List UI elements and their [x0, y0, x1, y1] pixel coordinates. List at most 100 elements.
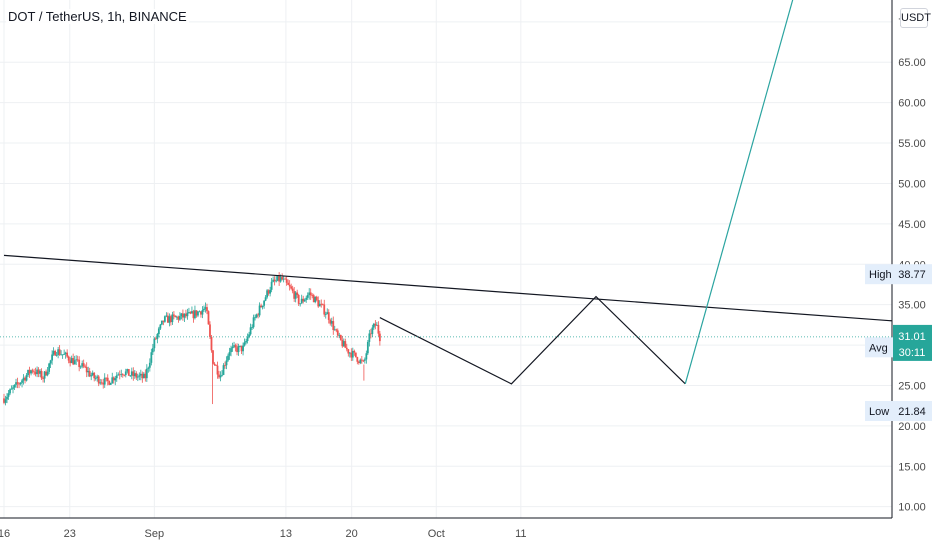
candle-body [117, 374, 120, 376]
candle-body [272, 279, 275, 282]
candle-body [218, 374, 220, 378]
candle-body [348, 352, 351, 354]
candle-body [126, 369, 129, 372]
time-tick-label: 16 [0, 528, 10, 540]
candle-body [168, 316, 171, 323]
candle-body [308, 292, 311, 296]
candle-body [96, 376, 99, 379]
candle-body [378, 333, 381, 342]
candle-body [248, 334, 250, 338]
candle-body [70, 358, 73, 364]
candle-body [357, 361, 360, 363]
candle-body [267, 290, 270, 294]
candle-body [171, 314, 174, 323]
candle-body [81, 363, 84, 367]
candle-body [37, 369, 40, 374]
candle-body [237, 346, 240, 353]
candle-body [377, 324, 380, 334]
candle-body [185, 313, 187, 317]
candle-body [365, 353, 368, 360]
candle-body [166, 315, 169, 323]
candle-body [305, 297, 308, 300]
candle-body [118, 374, 121, 376]
candle-body [347, 349, 350, 354]
candle-body [351, 350, 354, 358]
candle-body [330, 321, 333, 324]
candle-body [18, 383, 20, 385]
stat-tag-high [865, 264, 932, 285]
candle-body [27, 369, 29, 376]
candle-body [108, 381, 111, 385]
candle-body [6, 396, 8, 400]
drawings-layer[interactable] [3, 0, 893, 385]
price-tick-label: 35.00 [898, 300, 926, 312]
candle-body [219, 375, 222, 378]
price-tick-label: 10.00 [898, 502, 926, 514]
candle-body [169, 316, 172, 323]
candle-body [279, 277, 282, 282]
candle-body [138, 375, 141, 377]
chart-grid [0, 0, 892, 518]
candle-body [306, 295, 309, 298]
candle-body [9, 389, 11, 394]
stat-tag-label: High [869, 269, 892, 281]
candle-body [28, 369, 31, 374]
candle-body [287, 282, 290, 285]
candle-body [291, 288, 294, 292]
candle-body [216, 365, 219, 375]
candle-body [22, 377, 25, 381]
candle-body [109, 383, 112, 385]
candle-body [145, 368, 148, 379]
candle-body [42, 378, 44, 380]
price-tick-label: 15.00 [898, 461, 926, 473]
candle-body [309, 292, 312, 296]
candle-body [165, 315, 168, 317]
symbol-title[interactable]: DOT / TetherUS, 1h, BINANCE [6, 9, 189, 24]
candle-body [133, 373, 136, 377]
target-breakout-line[interactable] [684, 0, 794, 385]
candle-body [302, 298, 305, 302]
candle-body [227, 355, 229, 361]
candle-body [374, 323, 377, 326]
time-tick-label: 20 [346, 528, 358, 540]
candle-body [260, 305, 262, 308]
candle-body [240, 345, 243, 352]
time-axis[interactable]: 16 23 Sep 13 20 Oct 11 [0, 528, 527, 540]
candle-body [258, 305, 261, 316]
candle-body [326, 312, 329, 315]
resistance-trend-line[interactable] [3, 254, 893, 322]
candle-body [224, 365, 226, 366]
candle-body [88, 370, 91, 377]
candle-body [66, 352, 69, 357]
candle-body [51, 354, 54, 361]
candle-body [154, 338, 157, 340]
candle-body [323, 304, 326, 315]
candle-body [294, 292, 297, 299]
candle-body [189, 312, 192, 314]
last-price-tag [893, 324, 932, 361]
candle-body [356, 357, 359, 362]
candle-body [21, 380, 23, 383]
candle-body [114, 378, 117, 381]
candle-body [354, 352, 357, 358]
candle-body [234, 345, 237, 348]
time-tick-label: 11 [515, 528, 526, 540]
candle-body [78, 359, 81, 367]
candle-body [293, 291, 296, 299]
candle-body [172, 314, 175, 316]
candle-body [121, 374, 124, 375]
candle-body [79, 366, 82, 368]
candle-body [67, 356, 70, 361]
candle-body [64, 352, 67, 355]
candle-body [182, 313, 184, 318]
candle-body [153, 338, 156, 349]
candle-body [198, 311, 201, 313]
candle-body [46, 371, 49, 376]
currency-unit-button[interactable]: USDT [900, 8, 931, 28]
candle-body [36, 369, 38, 375]
projection-path[interactable] [379, 295, 686, 385]
candle-body [73, 360, 76, 365]
candle-body [61, 354, 64, 356]
